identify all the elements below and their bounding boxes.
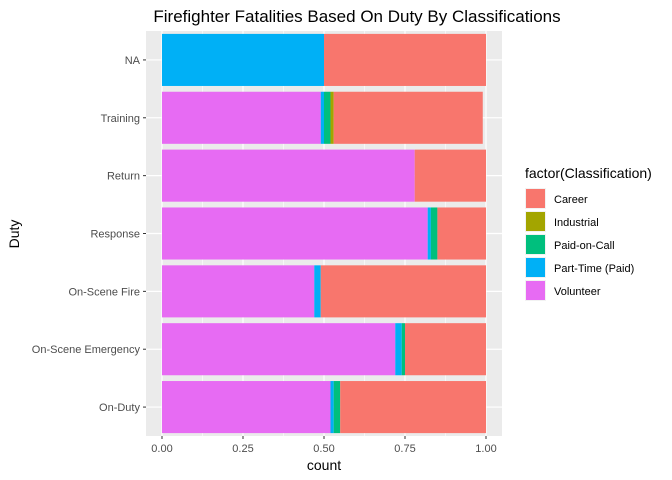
legend-key <box>526 258 545 277</box>
legend-key <box>526 235 545 254</box>
bar-segment <box>314 265 321 318</box>
legend: Career Industrial Paid-on-Call Part-Time (P… <box>525 188 634 301</box>
legend-label: Industrial <box>554 217 599 229</box>
y-tick-label: Response <box>90 229 140 241</box>
bar-segment <box>162 323 396 376</box>
chart-title: Firefighter Fatalities Based On Duty By … <box>153 7 560 26</box>
x-tick-label: 0.75 <box>394 443 415 455</box>
bar-segment <box>414 149 486 202</box>
bar-segment <box>437 207 486 260</box>
bar-segment <box>333 91 483 144</box>
bar-segment <box>162 33 324 86</box>
legend-title: factor(Classification) <box>525 165 652 181</box>
bar-segment <box>324 91 331 144</box>
y-tick-label: Training <box>101 113 140 125</box>
legend-label: Career <box>554 194 588 206</box>
legend-key <box>526 212 545 231</box>
y-axis-title: Duty <box>6 220 22 249</box>
y-axis: NA Training Return Response On-Scene Fire On-… <box>32 55 146 414</box>
bar-segment <box>401 323 405 376</box>
bar-segment <box>162 265 315 318</box>
bars <box>162 33 486 434</box>
bar-segment <box>427 207 431 260</box>
bar-segment <box>324 33 486 86</box>
x-tick-label: 0.25 <box>232 443 253 455</box>
y-tick-label: On-Duty <box>99 402 140 414</box>
legend-key <box>526 189 545 208</box>
bar-segment <box>162 381 331 434</box>
x-tick-label: 0.00 <box>151 443 172 455</box>
legend-label: Volunteer <box>554 286 601 298</box>
bar-segment <box>405 323 486 376</box>
y-tick-label: NA <box>125 55 141 67</box>
bar-segment <box>430 207 438 260</box>
bar-segment <box>340 381 486 434</box>
y-tick-label: Return <box>107 171 140 183</box>
y-tick-label: On-Scene Emergency <box>32 344 141 356</box>
bar-segment <box>330 91 334 144</box>
bar-segment <box>320 265 486 318</box>
x-axis-title: count <box>307 457 341 473</box>
bar-segment <box>333 381 341 434</box>
legend-key <box>526 281 545 300</box>
y-tick-label: On-Scene Fire <box>68 286 140 298</box>
bar-segment <box>162 149 415 202</box>
x-axis: 0.00 0.25 0.50 0.75 1.00 <box>151 436 497 455</box>
x-tick-label: 1.00 <box>475 443 496 455</box>
legend-label: Paid-on-Call <box>554 240 615 252</box>
bar-segment <box>162 207 428 260</box>
x-tick-label: 0.50 <box>313 443 334 455</box>
bar-segment <box>330 381 334 434</box>
legend-label: Part-Time (Paid) <box>554 263 634 275</box>
bar-segment <box>395 323 402 376</box>
bar-segment <box>320 91 324 144</box>
bar-segment <box>162 91 321 144</box>
